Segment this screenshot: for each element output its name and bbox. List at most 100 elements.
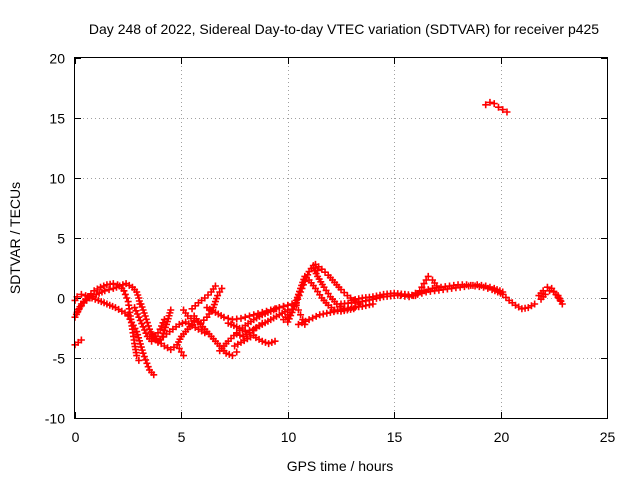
data-point bbox=[351, 296, 359, 304]
data-point bbox=[411, 289, 419, 297]
y-tick-label: 10 bbox=[49, 171, 65, 187]
data-point bbox=[132, 307, 140, 315]
series-arc6 bbox=[124, 312, 158, 379]
data-point bbox=[141, 312, 149, 320]
data-point bbox=[271, 337, 279, 345]
data-point bbox=[480, 283, 488, 291]
data-point bbox=[138, 320, 146, 328]
data-point bbox=[101, 287, 109, 295]
data-point bbox=[214, 292, 222, 300]
x-tick-label: 15 bbox=[387, 429, 403, 445]
data-point bbox=[150, 371, 158, 379]
data-point bbox=[140, 353, 148, 361]
data-point bbox=[139, 349, 147, 357]
data-point bbox=[422, 276, 430, 284]
plot-frame bbox=[74, 57, 608, 419]
series-arc3 bbox=[73, 280, 122, 316]
data-point bbox=[424, 272, 432, 280]
x-tick-label: 5 bbox=[178, 429, 186, 445]
chart-title: Day 248 of 2022, Sidereal Day-to-day VTE… bbox=[89, 21, 599, 37]
data-point bbox=[271, 305, 279, 313]
data-point bbox=[405, 293, 413, 301]
series-arc26 bbox=[311, 260, 364, 308]
series-arc35 bbox=[537, 287, 566, 308]
data-point bbox=[77, 336, 85, 344]
data-point bbox=[258, 319, 266, 327]
data-point bbox=[156, 325, 164, 333]
y-tick-label: 0 bbox=[57, 291, 65, 307]
data-point bbox=[539, 287, 547, 295]
y-tick-label: 20 bbox=[49, 51, 65, 67]
y-tick-label: -5 bbox=[53, 351, 66, 367]
data-point bbox=[261, 338, 269, 346]
data-point bbox=[236, 331, 244, 339]
series-arc16 bbox=[203, 302, 288, 324]
y-axis-label: SDTVAR / TECUs bbox=[7, 182, 23, 294]
data-point bbox=[302, 317, 310, 325]
data-point bbox=[541, 290, 549, 298]
grid-lines bbox=[75, 58, 607, 418]
data-point bbox=[298, 319, 306, 327]
data-point bbox=[136, 316, 144, 324]
data-point bbox=[143, 319, 151, 327]
data-point bbox=[167, 306, 175, 314]
data-point bbox=[211, 282, 219, 290]
data-point bbox=[77, 290, 85, 298]
x-tick-label: 0 bbox=[72, 429, 80, 445]
data-point bbox=[330, 308, 338, 316]
data-point bbox=[216, 288, 224, 296]
data-point bbox=[241, 313, 249, 321]
data-point bbox=[323, 309, 331, 317]
x-axis-label: GPS time / hours bbox=[287, 458, 394, 474]
tick-labels: 0 5 10 15 20 25 -10 -5 0 5 10 15 20 bbox=[45, 51, 616, 446]
data-point bbox=[175, 344, 183, 352]
data-point bbox=[233, 330, 241, 338]
data-point bbox=[250, 311, 258, 319]
data-point bbox=[503, 108, 511, 116]
data-point bbox=[237, 314, 245, 322]
data-point bbox=[267, 306, 275, 314]
data-point bbox=[531, 300, 539, 308]
data-point bbox=[121, 290, 129, 298]
data-point bbox=[294, 306, 302, 314]
data-point bbox=[180, 352, 188, 360]
data-point bbox=[494, 103, 502, 111]
data-point bbox=[305, 316, 313, 324]
data-point bbox=[135, 313, 143, 321]
data-point bbox=[292, 301, 300, 309]
data-point bbox=[416, 287, 424, 295]
series-arc31 bbox=[411, 281, 505, 297]
data-point bbox=[268, 338, 276, 346]
data-point bbox=[285, 315, 293, 323]
data-point bbox=[280, 302, 288, 310]
data-point bbox=[294, 320, 302, 328]
data-point bbox=[275, 304, 283, 312]
data-point bbox=[550, 288, 558, 296]
series-arc12 bbox=[175, 344, 188, 360]
y-tick-label: 15 bbox=[49, 111, 65, 127]
series-arc18 bbox=[233, 319, 266, 340]
data-point bbox=[482, 101, 490, 109]
data-point bbox=[499, 106, 507, 114]
data-point bbox=[376, 291, 384, 299]
data-point bbox=[312, 312, 320, 320]
data-point bbox=[287, 312, 295, 320]
y-tick-label: -10 bbox=[45, 411, 65, 427]
data-point bbox=[120, 287, 128, 295]
data-point bbox=[91, 295, 99, 303]
data-point bbox=[135, 356, 143, 364]
data-point bbox=[225, 350, 233, 358]
series-arc33 bbox=[499, 290, 539, 313]
data-point bbox=[159, 319, 167, 327]
data-point bbox=[109, 280, 117, 288]
data-point bbox=[222, 349, 230, 357]
data-points bbox=[71, 98, 566, 379]
series-arc20 bbox=[252, 334, 279, 348]
data-point bbox=[131, 304, 139, 312]
data-point bbox=[543, 283, 551, 291]
data-point bbox=[546, 287, 554, 295]
data-point bbox=[233, 348, 241, 356]
y-tick-label: 5 bbox=[57, 231, 65, 247]
